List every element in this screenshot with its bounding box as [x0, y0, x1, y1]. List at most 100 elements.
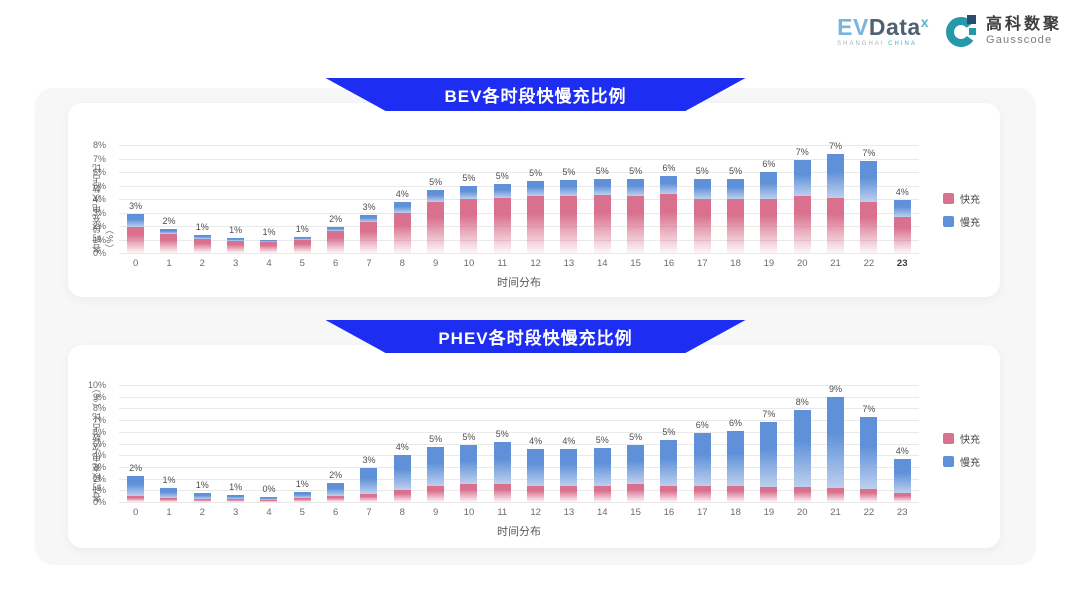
- evdata-logo: EVDatax SHANGHAI CHINA: [837, 15, 929, 47]
- bar-segment-慢充: [127, 476, 145, 497]
- x-tick-label: 15: [630, 258, 641, 269]
- stacked-bar: [727, 430, 745, 502]
- x-tick-label: 6: [332, 507, 339, 518]
- x-tick-label: 11: [497, 258, 508, 269]
- bar-slot: 4%: [386, 385, 419, 502]
- stacked-bar: [293, 237, 311, 253]
- bar-segment-慢充: [693, 178, 711, 199]
- gridline: [119, 212, 919, 214]
- bar-value-label: 5%: [595, 165, 609, 176]
- bar-segment-慢充: [127, 213, 145, 228]
- stacked-bar: [760, 422, 778, 502]
- x-tick-label: 23: [896, 258, 908, 269]
- bar-segment-快充: [260, 241, 278, 253]
- gridline: [119, 185, 919, 187]
- x-tick-label: 3: [233, 507, 239, 518]
- bar-segment-慢充: [893, 458, 911, 493]
- bar-segment-快充: [293, 239, 311, 253]
- x-tick-label: 9: [432, 507, 439, 518]
- phev-legend-item-slow[interactable]: 慢充: [943, 454, 980, 469]
- stacked-bar: [893, 458, 911, 502]
- gridline: [119, 199, 919, 200]
- bar-value-label: 5%: [662, 427, 676, 437]
- bar-segment-快充: [893, 216, 911, 253]
- stacked-bar: [127, 476, 145, 502]
- bar-slot: 5%: [552, 145, 585, 253]
- bar-slot: 5%: [686, 145, 719, 253]
- phev-x-axis-ticks: 0 1 2 3 4 5 6 7 8 9 10 11 12 13 14 15 16 17 18 19 20 21 22 23: [119, 507, 919, 518]
- bar-slot: 5%: [619, 145, 652, 253]
- bar-slot: 5%: [452, 145, 485, 253]
- bar-segment-快充: [393, 490, 411, 502]
- bar-value-label: 1%: [229, 481, 243, 492]
- bar-segment-快充: [660, 485, 678, 502]
- gridline: [119, 158, 919, 160]
- bar-value-label: 2%: [129, 463, 143, 474]
- stacked-bar: [660, 440, 678, 502]
- stacked-bar: [160, 228, 178, 253]
- stacked-bar: [760, 172, 778, 253]
- stacked-bar: [227, 495, 245, 502]
- bar-segment-慢充: [593, 178, 611, 195]
- y-tick-label: 0%: [92, 248, 106, 258]
- bar-segment-快充: [493, 197, 511, 253]
- bar-slot: 2%: [319, 385, 352, 502]
- x-tick-label: 12: [530, 258, 541, 269]
- stacked-bar: [393, 455, 411, 502]
- gausscode-name-cn: 高科数聚: [985, 16, 1062, 34]
- bar-slot: 5%: [452, 385, 485, 502]
- bar-slot: 4%: [886, 385, 919, 502]
- bar-value-label: 1%: [195, 479, 209, 490]
- bar-segment-慢充: [193, 492, 211, 499]
- bev-legend-item-fast[interactable]: 快充: [943, 191, 980, 206]
- x-tick-label: 18: [730, 507, 741, 518]
- bar-segment-快充: [260, 499, 278, 502]
- stacked-bar: [260, 496, 278, 502]
- gridline: [119, 408, 919, 410]
- bar-segment-快充: [627, 196, 645, 253]
- x-tick-label: 16: [663, 507, 675, 518]
- x-tick-label: 2: [199, 258, 205, 269]
- bar-segment-快充: [460, 199, 478, 253]
- bar-segment-慢充: [893, 200, 911, 217]
- stacked-bar: [227, 238, 245, 253]
- gausscode-icon: [945, 15, 976, 47]
- gridline: [119, 172, 919, 173]
- bar-slot: 5%: [519, 145, 552, 253]
- bar-value-label: 2%: [162, 215, 176, 226]
- bar-value-label: 5%: [495, 171, 509, 182]
- bar-segment-慢充: [793, 159, 811, 197]
- stacked-bar: [460, 185, 478, 253]
- bar-segment-快充: [293, 497, 311, 502]
- bar-value-label: 1%: [195, 222, 209, 233]
- evdata-x-mark: x: [920, 14, 929, 30]
- phev-y-axis-ticks: 10% 9% 8% 7% 6% 5% 4% 3% 2% 1% 0%: [68, 380, 113, 507]
- bev-legend-item-slow[interactable]: 慢充: [943, 214, 980, 229]
- x-tick-label: 1: [166, 258, 172, 269]
- gridline: [119, 455, 919, 457]
- bar-slot: 9%: [819, 384, 852, 502]
- bev-legend: 快充 慢充: [943, 191, 980, 229]
- y-tick-label: 9%: [92, 391, 106, 402]
- bar-slot: 5%: [652, 385, 685, 502]
- phev-legend-item-fast[interactable]: 快充: [943, 431, 980, 446]
- bar-segment-慢充: [360, 215, 378, 222]
- bar-segment-慢充: [160, 228, 178, 235]
- bar-slot: 4%: [519, 385, 552, 502]
- bar-segment-慢充: [760, 172, 778, 199]
- bar-segment-慢充: [727, 178, 745, 199]
- bar-segment-快充: [460, 484, 478, 502]
- phev-chart-title-banner: PHEV各时段快慢充比例: [325, 320, 746, 353]
- gridline: [119, 226, 919, 227]
- bar-segment-快充: [493, 484, 511, 502]
- evdata-tagline: SHANGHAI CHINA: [837, 41, 929, 47]
- bar-segment-慢充: [460, 185, 478, 199]
- gausscode-wordmark: 高科数聚 Gausscode: [986, 16, 1062, 46]
- bar-segment-慢充: [193, 235, 211, 239]
- gridline: [119, 145, 919, 146]
- bar-segment-快充: [827, 487, 845, 502]
- phev-legend: 快充 慢充: [943, 431, 980, 469]
- x-tick-label: 13: [563, 258, 575, 269]
- bar-segment-快充: [627, 484, 645, 502]
- gridline: [119, 239, 919, 241]
